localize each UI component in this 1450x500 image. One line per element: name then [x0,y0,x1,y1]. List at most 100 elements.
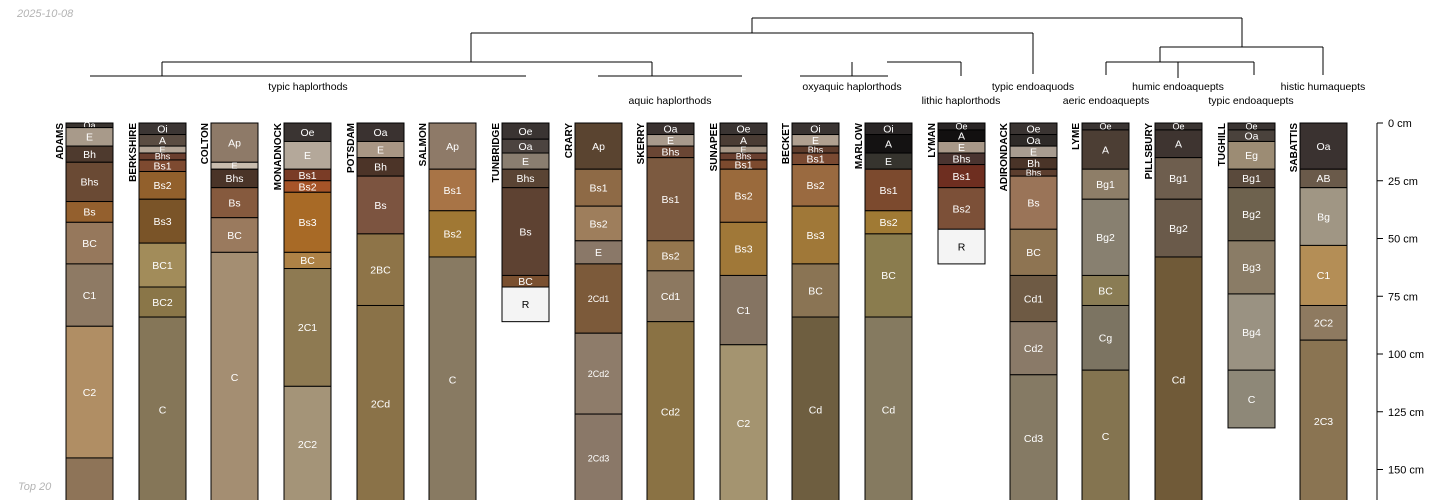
profile-tunbridge: Oe Oa E Bhs Bs BC R TUNBRIDGE [491,122,550,323]
horizon-label: C1 [83,290,97,302]
horizon-sunapee-5 [719,168,768,223]
horizon-label: E [377,144,384,156]
horizon-tughill-6 [1227,293,1276,371]
horizon-becket-5 [791,205,840,265]
axis-tick-label: 75 cm [1388,291,1418,303]
horizon-lyman-6 [937,228,986,265]
horizon-salmon-3 [428,256,477,500]
horizon-label: Bhs [736,152,752,162]
horizon-label: Bs1 [298,170,316,182]
horizon-label: 2Cd2 [588,369,610,379]
profile-potsdam: Oa E Bh Bs 2BC 2Cd POTSDAM [346,122,405,500]
horizon-label: BC [1098,285,1113,297]
profile-name: PILLSBURY [1144,123,1155,180]
horizon-sabattis-2 [1299,187,1348,246]
profile-name: MONADNOCK [273,122,284,190]
horizon-label: Bg3 [1242,262,1261,274]
horizon-berkshire-7 [138,242,187,288]
horizon-salmon-2 [428,210,477,258]
horizon-label: Cd [809,404,823,416]
depth-axis: 0 cm 25 cm 50 cm 75 cm 100 cm 125 cm 150 cm [1376,118,1424,500]
horizon-label: Bhs [155,152,171,162]
profile-colton: Ap E Bhs Bs BC C COLTON [200,122,259,500]
horizon-label: Bs3 [153,216,171,228]
group-label: aeric endoaquepts [1063,95,1149,107]
profile-marlow: Oi AE Bs1 Bs2 BC Cd MARLOW [854,122,913,500]
horizon-label: E [958,142,965,154]
horizon-label: Bhs [225,173,243,185]
horizon-label: Oe [1026,124,1040,136]
horizon-label: Bs3 [298,217,316,229]
horizon-label: Bs2 [952,203,970,215]
horizon-label: 2Cd [371,399,390,411]
group-label: oxyaquic haplorthods [802,81,901,93]
horizon-label: Oe [955,122,967,132]
horizon-label: Bs2 [734,191,752,203]
horizon-label: C [1248,394,1256,406]
horizon-label: E [1030,147,1037,159]
horizon-label: Oa [1026,135,1040,147]
horizon-label: C2 [83,387,97,399]
horizon-label: Cg [1099,333,1113,345]
group-label: aquic haplorthods [629,95,712,107]
profile-name: POTSDAM [346,123,357,173]
horizon-becket-4 [791,164,840,207]
horizon-label: Oi [883,124,894,136]
horizon-label: Bs2 [661,251,679,263]
horizon-label: Cd1 [661,291,680,303]
axis-tick-label: 0 cm [1388,118,1412,130]
profile-pillsbury: Oe A Bg1 Bg2 Cd PILLSBURY [1144,122,1203,500]
horizon-label: Bs1 [443,185,461,197]
profile-name: LYME [1071,123,1082,150]
horizon-label: 2C2 [1314,318,1333,330]
profile-salmon: Ap Bs1 Bs2 C SALMON [418,122,477,500]
horizon-label: Bs1 [879,185,897,197]
horizon-berkshire-9 [138,316,187,500]
profile-name: CRARY [564,123,575,159]
horizon-label: Bs1 [589,182,607,194]
horizon-label: Ap [228,137,241,149]
horizon-label: Bs [83,207,95,219]
horizon-label: Bg1 [1242,173,1261,185]
group-label: typic endoaquods [992,81,1074,93]
horizon-label: Bg2 [1242,209,1261,221]
profile-name: LYMAN [927,123,938,158]
horizon-label: BC [518,276,533,288]
horizon-potsdam-4 [356,233,405,306]
horizon-berkshire-5 [138,171,187,200]
horizon-adirondack-9 [1009,374,1058,500]
horizon-label: A [740,135,747,147]
horizon-sabattis-0 [1299,122,1348,170]
horizon-label: Bs [1027,197,1039,209]
horizon-monadnock-1 [283,140,332,170]
horizon-label: AB [1316,173,1330,185]
horizon-label: Bh [83,149,96,161]
horizon-label: BC [82,238,97,250]
horizon-tughill-5 [1227,240,1276,295]
horizon-berkshire-6 [138,198,187,244]
horizon-lyman-5 [937,187,986,230]
group-label: humic endoaquepts [1132,81,1224,93]
profile-name: BECKET [781,123,792,164]
profile-adams: OaE Bh Bhs Bs BC C1 C2 ADAMS [55,121,114,500]
horizon-label: Oi [157,124,168,136]
horizon-label: Bs3 [734,244,752,256]
horizon-label: Oi [810,124,821,136]
group-labels: typic haplorthods aquic haplorthods oxyaqu… [268,81,1365,107]
horizon-label: Oa [373,127,387,139]
horizon-skerry-3 [646,157,695,242]
group-label: histic humaquepts [1281,81,1366,93]
horizon-label: BC [808,285,823,297]
horizon-label: C [159,404,167,416]
horizon-label: Bhs [808,145,824,155]
horizon-lyme-3 [1081,198,1130,276]
horizon-label: BC2 [152,297,173,309]
horizon-label: Oe [300,127,314,139]
horizon-label: E [304,150,311,162]
horizon-sabattis-3 [1299,244,1348,306]
horizon-label: Bh [374,162,387,174]
